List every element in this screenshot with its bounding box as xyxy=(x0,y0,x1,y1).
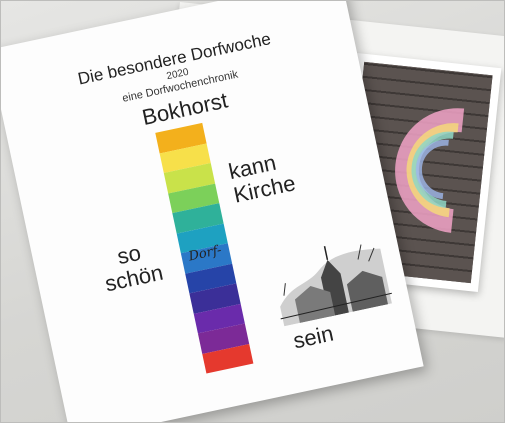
right-text: kann Kirche xyxy=(226,138,345,208)
photo-card xyxy=(333,53,502,292)
village-church-sketch-icon xyxy=(263,224,396,328)
chalk-c-photo xyxy=(342,61,493,284)
left-text: so schön xyxy=(83,234,181,300)
bottom-text: sein xyxy=(291,320,336,354)
chalk-c-icon xyxy=(395,108,465,233)
booklet-cover: Die besondere Dorfwoche 2020 eine Dorfwo… xyxy=(0,0,424,423)
